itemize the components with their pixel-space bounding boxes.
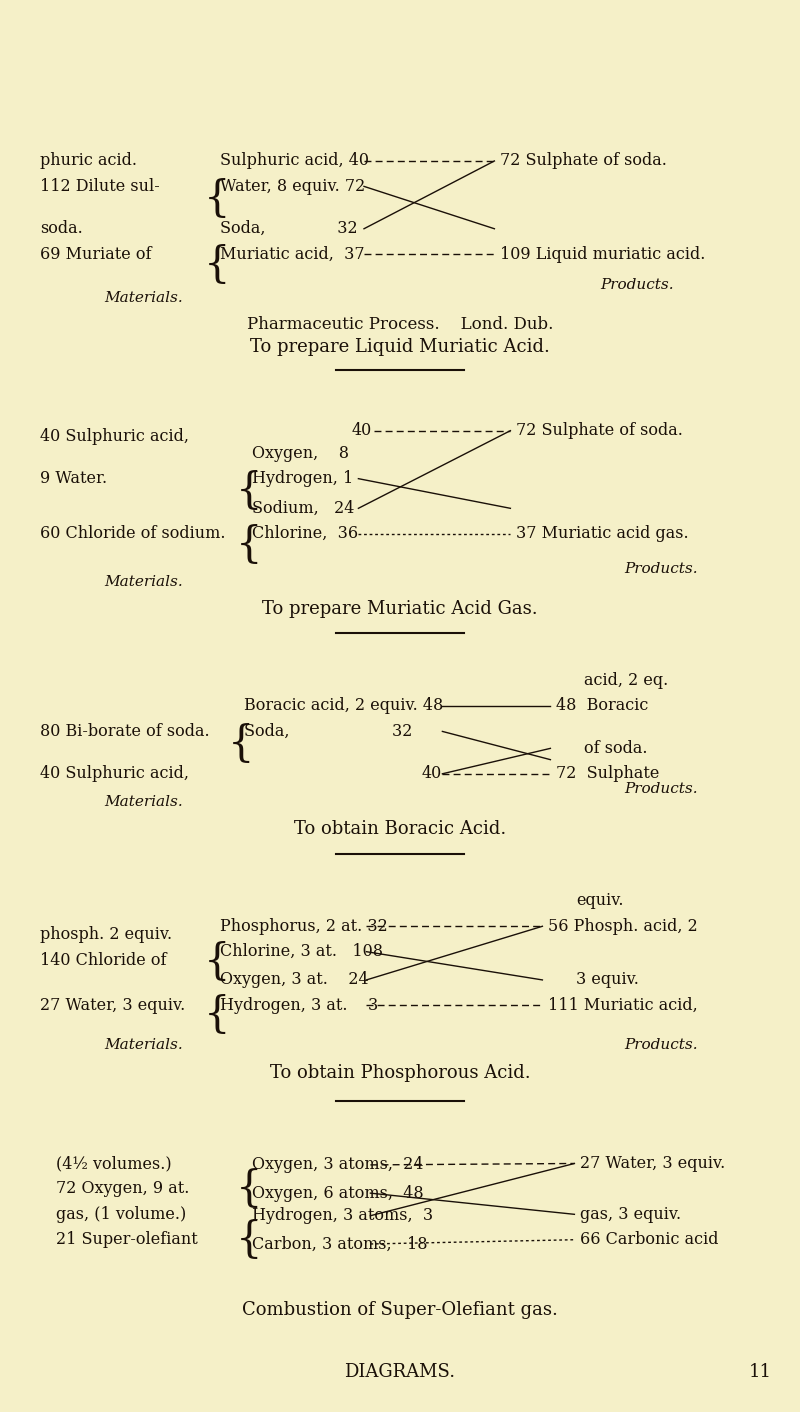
Text: {: { — [204, 994, 230, 1036]
Text: Oxygen, 3 atoms,  24: Oxygen, 3 atoms, 24 — [252, 1156, 423, 1173]
Text: Chlorine, 3 at.   108: Chlorine, 3 at. 108 — [220, 943, 383, 960]
Text: 40: 40 — [352, 422, 372, 439]
Text: Hydrogen, 1: Hydrogen, 1 — [252, 470, 354, 487]
Text: To prepare Liquid Muriatic Acid.: To prepare Liquid Muriatic Acid. — [250, 339, 550, 356]
Text: {: { — [228, 723, 254, 765]
Text: {: { — [236, 1168, 262, 1210]
Text: Hydrogen, 3 atoms,  3: Hydrogen, 3 atoms, 3 — [252, 1207, 433, 1224]
Text: 72 Sulphate of soda.: 72 Sulphate of soda. — [500, 152, 667, 169]
Text: 21 Super-olefiant: 21 Super-olefiant — [56, 1231, 198, 1248]
Text: Chlorine,  36: Chlorine, 36 — [252, 525, 358, 542]
Text: {: { — [236, 524, 262, 566]
Text: gas, 3 equiv.: gas, 3 equiv. — [580, 1206, 681, 1223]
Text: 72 Sulphate of soda.: 72 Sulphate of soda. — [516, 422, 683, 439]
Text: To obtain Phosphorous Acid.: To obtain Phosphorous Acid. — [270, 1065, 530, 1082]
Text: 72 Oxygen, 9 at.: 72 Oxygen, 9 at. — [56, 1180, 190, 1197]
Text: Materials.: Materials. — [104, 1038, 182, 1052]
Text: Products.: Products. — [600, 278, 674, 292]
Text: 66 Carbonic acid: 66 Carbonic acid — [580, 1231, 718, 1248]
Text: 40 Sulphuric acid,: 40 Sulphuric acid, — [40, 765, 189, 782]
Text: equiv.: equiv. — [576, 892, 623, 909]
Text: {: { — [236, 1219, 262, 1261]
Text: 48  Boracic: 48 Boracic — [556, 698, 648, 714]
Text: phosph. 2 equiv.: phosph. 2 equiv. — [40, 926, 172, 943]
Text: Sulphuric acid, 40: Sulphuric acid, 40 — [220, 152, 369, 169]
Text: Pharmaceutic Process.    Lond. Dub.: Pharmaceutic Process. Lond. Dub. — [247, 316, 553, 333]
Text: 40 Sulphuric acid,: 40 Sulphuric acid, — [40, 428, 189, 445]
Text: Water, 8 equiv. 72: Water, 8 equiv. 72 — [220, 178, 366, 195]
Text: {: { — [236, 470, 262, 513]
Text: Products.: Products. — [624, 1038, 698, 1052]
Text: {: { — [204, 244, 230, 287]
Text: 27 Water, 3 equiv.: 27 Water, 3 equiv. — [580, 1155, 726, 1172]
Text: of soda.: of soda. — [584, 740, 647, 757]
Text: Oxygen,    8: Oxygen, 8 — [252, 445, 349, 462]
Text: 9 Water.: 9 Water. — [40, 470, 107, 487]
Text: 37 Muriatic acid gas.: 37 Muriatic acid gas. — [516, 525, 689, 542]
Text: gas, (1 volume.): gas, (1 volume.) — [56, 1206, 186, 1223]
Text: 56 Phosph. acid, 2: 56 Phosph. acid, 2 — [548, 918, 698, 935]
Text: Hydrogen, 3 at.    3: Hydrogen, 3 at. 3 — [220, 997, 378, 1014]
Text: 72  Sulphate: 72 Sulphate — [556, 765, 659, 782]
Text: 40: 40 — [422, 765, 442, 782]
Text: Materials.: Materials. — [104, 575, 182, 589]
Text: Materials.: Materials. — [104, 795, 182, 809]
Text: 27 Water, 3 equiv.: 27 Water, 3 equiv. — [40, 997, 186, 1014]
Text: acid, 2 eq.: acid, 2 eq. — [584, 672, 668, 689]
Text: 109 Liquid muriatic acid.: 109 Liquid muriatic acid. — [500, 246, 706, 263]
Text: 11: 11 — [749, 1364, 772, 1381]
Text: soda.: soda. — [40, 220, 82, 237]
Text: Materials.: Materials. — [104, 291, 182, 305]
Text: 69 Muriate of: 69 Muriate of — [40, 246, 151, 263]
Text: phuric acid.: phuric acid. — [40, 152, 137, 169]
Text: 80 Bi-borate of soda.: 80 Bi-borate of soda. — [40, 723, 210, 740]
Text: To obtain Boracic Acid.: To obtain Boracic Acid. — [294, 820, 506, 837]
Text: Oxygen, 6 atoms,  48: Oxygen, 6 atoms, 48 — [252, 1185, 424, 1202]
Text: 3 equiv.: 3 equiv. — [576, 971, 639, 988]
Text: {: { — [204, 178, 230, 220]
Text: Combustion of Super-Olefiant gas.: Combustion of Super-Olefiant gas. — [242, 1302, 558, 1319]
Text: DIAGRAMS.: DIAGRAMS. — [345, 1364, 455, 1381]
Text: To prepare Muriatic Acid Gas.: To prepare Muriatic Acid Gas. — [262, 600, 538, 617]
Text: Soda,              32: Soda, 32 — [220, 220, 358, 237]
Text: 112 Dilute sul-: 112 Dilute sul- — [40, 178, 160, 195]
Text: Products.: Products. — [624, 562, 698, 576]
Text: (4½ volumes.): (4½ volumes.) — [56, 1155, 172, 1172]
Text: 60 Chloride of sodium.: 60 Chloride of sodium. — [40, 525, 226, 542]
Text: Soda,                    32: Soda, 32 — [244, 723, 412, 740]
Text: Phosphorus, 2 at. 32: Phosphorus, 2 at. 32 — [220, 918, 388, 935]
Text: Boracic acid, 2 equiv. 48: Boracic acid, 2 equiv. 48 — [244, 698, 443, 714]
Text: Sodium,   24: Sodium, 24 — [252, 500, 354, 517]
Text: Products.: Products. — [624, 782, 698, 796]
Text: Muriatic acid,  37: Muriatic acid, 37 — [220, 246, 365, 263]
Text: Oxygen, 3 at.    24: Oxygen, 3 at. 24 — [220, 971, 369, 988]
Text: Carbon, 3 atoms,   18: Carbon, 3 atoms, 18 — [252, 1236, 427, 1252]
Text: 140 Chloride of: 140 Chloride of — [40, 952, 166, 969]
Text: {: { — [204, 940, 230, 983]
Text: 111 Muriatic acid,: 111 Muriatic acid, — [548, 997, 698, 1014]
